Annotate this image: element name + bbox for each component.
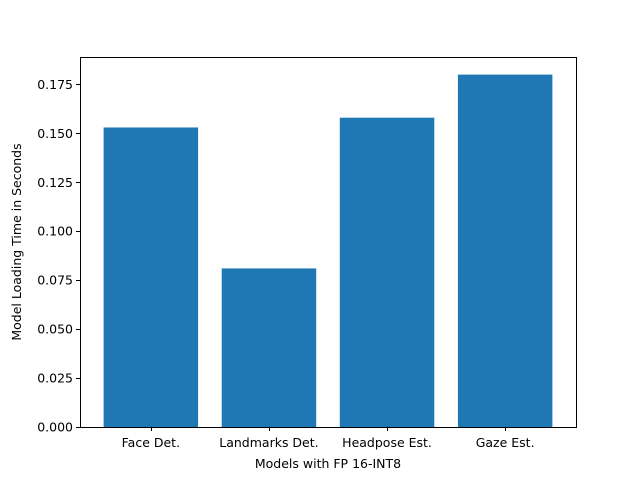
x-tick-label: Headpose Est. [342, 435, 432, 450]
bar-landmarks-det [221, 268, 317, 427]
y-axis-label: Model Loading Time in Seconds [9, 143, 24, 340]
y-axis-ticks: 0.000 0.025 0.050 0.075 0.100 0.125 0.150 0.175 [37, 77, 80, 435]
y-tick-label: 0.125 [37, 175, 73, 190]
y-tick-label: 0.050 [37, 322, 73, 337]
y-tick-label: 0.175 [37, 77, 73, 92]
y-tick-label: 0.150 [37, 126, 73, 141]
bar-series [103, 74, 553, 427]
x-tick-label: Face Det. [122, 435, 180, 450]
bar-face-det [103, 127, 199, 427]
x-tick-label: Gaze Est. [476, 435, 535, 450]
bar-headpose-est [339, 117, 435, 427]
x-axis-ticks: Face Det. Landmarks Det. Headpose Est. Gaze… [122, 427, 535, 450]
y-tick-label: 0.000 [37, 420, 73, 435]
bar-gaze-est [457, 74, 553, 427]
y-tick-label: 0.075 [37, 273, 73, 288]
y-tick-label: 0.100 [37, 224, 73, 239]
x-axis-label: Models with FP 16-INT8 [255, 456, 401, 471]
x-tick-label: Landmarks Det. [219, 435, 318, 450]
y-tick-label: 0.025 [37, 371, 73, 386]
plot-frame [80, 57, 577, 428]
